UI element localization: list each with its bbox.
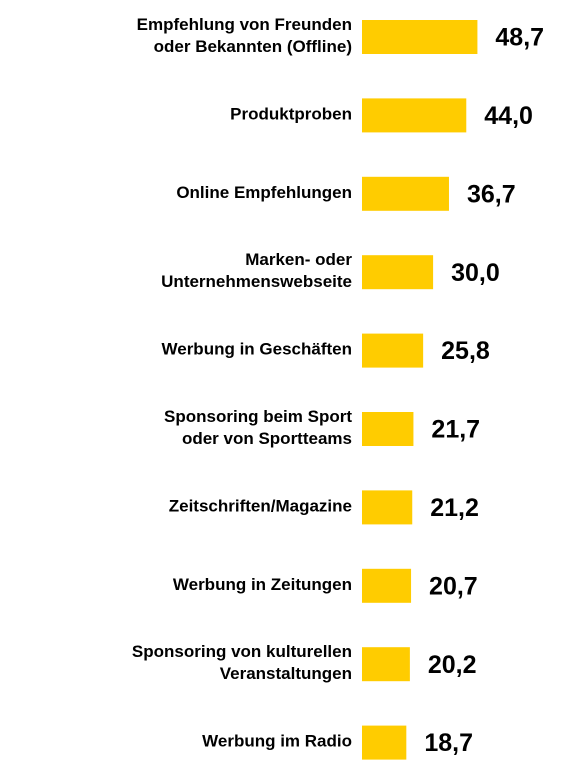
- category-label: Sponsoring von kulturellen Veranstaltunge…: [132, 643, 352, 684]
- category-label: Empfehlung von Freunden oder Bekannten (O…: [137, 15, 352, 56]
- value-label: 44,0: [484, 102, 533, 130]
- bar: [362, 412, 414, 446]
- bar: [362, 725, 407, 760]
- category-label: Werbung in Zeitungen: [173, 575, 352, 594]
- category-label: Marken- oder Unternehmenswebseite: [161, 251, 352, 292]
- bar: [362, 333, 424, 368]
- value-label: 21,7: [431, 416, 480, 444]
- bar: [362, 647, 410, 682]
- bar: [362, 255, 434, 290]
- value-label: 36,7: [467, 180, 516, 208]
- value-label: 30,0: [451, 259, 500, 287]
- category-label: Sponsoring beim Sport oder von Sportteams: [164, 407, 352, 448]
- bar: [362, 176, 449, 211]
- value-label: 25,8: [441, 337, 490, 365]
- bar: [362, 568, 412, 603]
- category-label: Produktproben: [230, 105, 352, 124]
- value-label: 20,2: [428, 651, 477, 679]
- value-label: 18,7: [424, 729, 473, 757]
- category-label: Online Empfehlungen: [176, 183, 352, 202]
- bar: [362, 490, 413, 525]
- category-label: Zeitschriften/Magazine: [169, 497, 352, 516]
- value-label: 21,2: [430, 494, 479, 522]
- value-label: 48,7: [495, 24, 544, 52]
- category-label: Werbung in Geschäften: [162, 340, 353, 359]
- value-label: 20,7: [429, 572, 478, 600]
- bar: [362, 20, 478, 54]
- bar: [362, 98, 467, 133]
- category-label: Werbung im Radio: [202, 732, 352, 751]
